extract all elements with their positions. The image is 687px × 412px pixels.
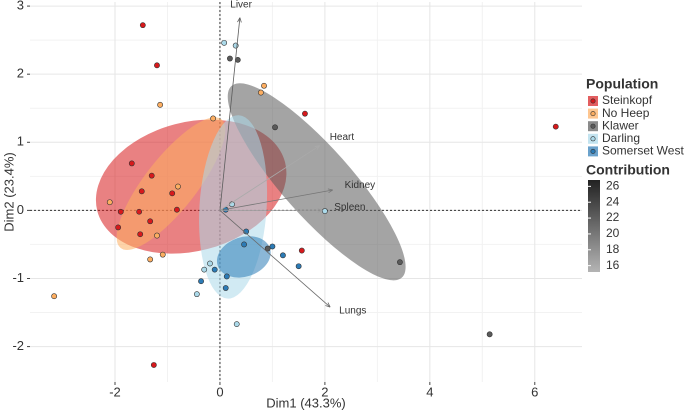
legend-label: No Heep [602, 106, 650, 120]
y-tick-label: 3 [17, 0, 24, 13]
variable-arrow [219, 210, 331, 308]
data-point [257, 89, 264, 96]
data-point [269, 243, 276, 250]
data-point [139, 22, 146, 29]
data-point [51, 293, 58, 300]
data-point [147, 218, 154, 225]
x-tick-label: 4 [426, 384, 433, 399]
y-tick-label: -2 [12, 338, 24, 353]
colorbar [588, 180, 600, 272]
x-tick-label: 2 [321, 384, 328, 399]
legend-label: Klawer [602, 118, 639, 132]
y-tick-label: -1 [12, 270, 24, 285]
data-point [241, 241, 247, 248]
legend-point [590, 123, 596, 129]
data-point [221, 39, 228, 46]
concentration-ellipse [216, 236, 271, 278]
data-point [201, 266, 208, 273]
data-point [193, 291, 200, 298]
data-point [227, 55, 233, 62]
data-point [117, 208, 124, 215]
data-point [148, 172, 155, 179]
y-tick-label: 2 [17, 66, 24, 81]
variable-label: Lungs [339, 305, 366, 316]
data-point [136, 208, 143, 215]
data-point [154, 62, 160, 69]
variable-arrow [219, 189, 333, 211]
plot: Liver Heart Kidney Spleen Lungs [51, 0, 559, 368]
arrow-head [317, 208, 323, 213]
data-point [147, 256, 154, 263]
variable-label: Kidney [345, 180, 376, 191]
data-point [298, 247, 305, 254]
data-point [207, 260, 213, 267]
legend-point [590, 98, 596, 104]
data-point [223, 273, 230, 280]
data-point [137, 231, 144, 238]
legend-point [590, 148, 596, 154]
variable-arrow [219, 145, 320, 211]
x-axis-label: Dim1 (43.3%) [266, 395, 345, 410]
data-point [302, 110, 308, 117]
data-point [261, 82, 267, 89]
data-point [210, 115, 217, 122]
legend-label: Darling [602, 131, 640, 145]
data-point [211, 266, 218, 273]
data-point [552, 123, 559, 130]
arrow-head [327, 188, 333, 194]
data-point [233, 321, 240, 328]
data-point [169, 190, 176, 197]
data-point [174, 206, 180, 213]
arrow-head [314, 145, 320, 151]
variable-label: Heart [330, 132, 355, 143]
y-axis-label: Dim2 (23.4%) [1, 152, 16, 231]
arrow-head [237, 17, 242, 23]
colorbar-tick-label: 26 [606, 179, 620, 193]
colorbar-tick-label: 16 [606, 258, 620, 272]
arrow-head [325, 302, 331, 308]
data-point [222, 285, 229, 291]
colorbar-tick-label: 24 [606, 194, 620, 208]
data-point [175, 183, 181, 190]
legend-label: Somerset West [602, 144, 684, 158]
data-point [154, 232, 160, 239]
colorbar-tick-label: 22 [606, 210, 620, 224]
concentration-ellipse [227, 83, 406, 281]
data-point [198, 278, 204, 285]
data-point [295, 263, 302, 270]
colorbar-tick-label: 18 [606, 242, 620, 256]
ellipses [95, 83, 406, 299]
x-tick-label: 0 [216, 384, 223, 399]
data-point [128, 160, 135, 167]
legend-point [590, 111, 596, 117]
variable-label: Spleen [334, 202, 365, 213]
concentration-ellipse [116, 117, 226, 250]
data-point [486, 331, 493, 338]
y-tick-label: 1 [17, 134, 24, 149]
y-tick-label: 0 [17, 202, 24, 217]
data-point [264, 245, 271, 252]
variable-arrow [219, 17, 241, 211]
data-point [272, 124, 278, 131]
legend-title: Population [586, 76, 658, 92]
data-point [321, 208, 328, 214]
data-point [157, 101, 164, 108]
data-point [138, 188, 145, 195]
data-point [159, 251, 166, 258]
x-tick-label: -2 [109, 384, 121, 399]
data-point [397, 259, 403, 266]
legend-point [590, 136, 596, 142]
colorbar-title: Contribution [586, 162, 670, 178]
data-point [150, 362, 157, 368]
colorbar-tick-label: 20 [606, 226, 620, 240]
x-tick-label: 6 [531, 384, 538, 399]
variable-label: Liver [230, 0, 252, 10]
legend-label: Steinkopf [602, 93, 653, 107]
data-point [106, 199, 113, 206]
data-point [115, 224, 122, 231]
data-point [280, 252, 286, 259]
